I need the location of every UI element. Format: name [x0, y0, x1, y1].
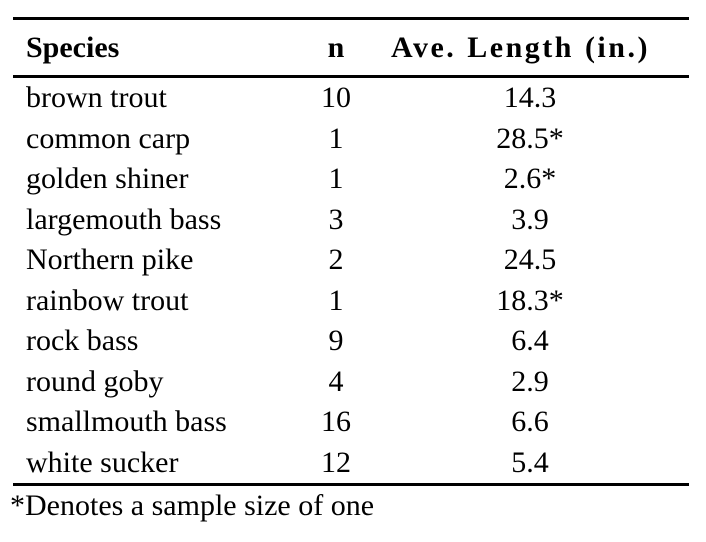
species-cell: rainbow trout [26, 283, 189, 317]
table-row: Northern pike 2 24.5 [13, 240, 689, 281]
table-row: common carp 1 28.5* [13, 119, 689, 160]
n-cell: 1 [328, 283, 344, 317]
table-row: white sucker 12 5.4 [13, 443, 689, 485]
length-cell: 6.6 [511, 405, 549, 438]
species-cell: golden shiner [26, 162, 189, 195]
species-cell: rock bass [26, 324, 139, 357]
col-header-ave-length: Ave. Length (in.) [391, 18, 689, 78]
species-cell: largemouth bass [26, 202, 222, 236]
table-row: smallmouth bass 16 6.6 [13, 402, 689, 443]
header-row: Species n Ave. Length (in.) [13, 18, 689, 78]
table-row: rainbow trout 1 18.3* [13, 281, 689, 322]
n-cell: 3 [328, 202, 344, 236]
table-body: brown trout 10 14.3 common carp 1 28.5* … [13, 77, 689, 485]
table-row: golden shiner 1 2.6* [13, 159, 689, 200]
n-cell: 4 [328, 364, 344, 398]
length-cell: 5.4 [511, 445, 549, 479]
n-cell: 12 [321, 445, 351, 479]
species-table: Species n Ave. Length (in.) brown trout … [13, 17, 689, 486]
n-cell: 10 [321, 81, 351, 114]
length-cell: 18.3* [496, 283, 564, 317]
length-cell: 6.4 [511, 324, 549, 357]
length-cell: 28.5* [496, 121, 564, 155]
n-cell: 1 [328, 121, 344, 155]
length-cell: 2.6* [503, 162, 557, 195]
n-cell: 2 [328, 243, 344, 276]
species-cell: brown trout [26, 81, 167, 114]
col-header-species: Species [13, 18, 281, 78]
species-cell: white sucker [26, 445, 179, 479]
table-row: round goby 4 2.9 [13, 362, 689, 403]
table-row: brown trout 10 14.3 [13, 77, 689, 119]
species-cell: round goby [26, 364, 164, 398]
length-cell: 3.9 [511, 202, 549, 236]
species-cell: smallmouth bass [26, 405, 227, 438]
n-cell: 9 [328, 324, 344, 357]
footnote: *Denotes a sample size of one [10, 489, 375, 522]
species-cell: Northern pike [26, 243, 194, 276]
col-header-n: n [281, 18, 391, 78]
table-row: rock bass 9 6.4 [13, 321, 689, 362]
length-cell: 2.9 [511, 364, 549, 398]
length-cell: 14.3 [503, 81, 557, 114]
species-cell: common carp [26, 121, 191, 155]
n-cell: 16 [321, 405, 351, 438]
table-row: largemouth bass 3 3.9 [13, 200, 689, 241]
n-cell: 1 [328, 162, 344, 195]
length-cell: 24.5 [503, 243, 557, 276]
